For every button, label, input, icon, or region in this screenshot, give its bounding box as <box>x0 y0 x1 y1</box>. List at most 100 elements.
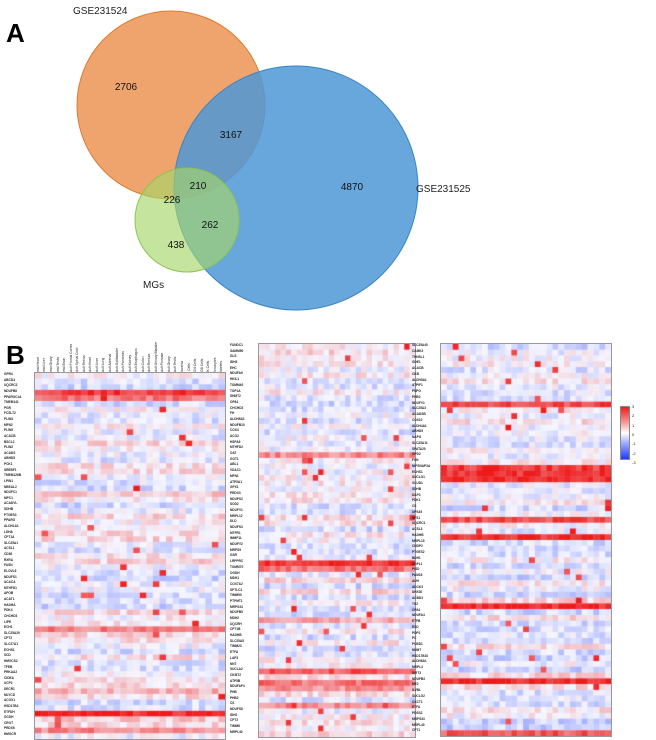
column-label: Adult Frontal Cortex <box>68 343 73 374</box>
gene-label: DAP3 <box>412 492 421 497</box>
gene-label: NDUFV1 <box>230 507 243 512</box>
gene-label: NIPSNAP3A <box>412 463 431 468</box>
heatmap-left-grid <box>34 372 226 740</box>
gene-label: ACO2 <box>230 434 239 438</box>
gene-label: DLD <box>230 519 237 524</box>
gene-label: DECR1 <box>4 687 15 691</box>
gene-label: CROT <box>4 720 14 725</box>
gene-label: EHC <box>230 365 237 370</box>
gene-label: ACADVL <box>4 501 18 506</box>
gene-label: BDH1 <box>412 555 421 560</box>
gene-label: FXN <box>412 458 419 462</box>
gene-label: COX7A2 <box>230 581 243 586</box>
gene-label: SPTLC2 <box>230 587 243 592</box>
gene-label: MTHFD2 <box>230 445 243 450</box>
column-label: Adult Adrenal <box>107 353 112 374</box>
gene-label: MDH2 <box>230 616 240 620</box>
gene-label: IMMP1L <box>230 536 243 541</box>
gene-label: IDH2 <box>230 712 238 717</box>
color-scale-ticks: 3 2 1 0 -1 -2 -3 <box>632 404 652 465</box>
column-label: Adult Urinary Bladder <box>153 341 158 374</box>
gene-label: COX10 <box>412 417 423 422</box>
venn-label-gse231524: GSE231524 <box>73 6 128 17</box>
gene-label: NFS1 <box>412 515 421 520</box>
gene-label: MRPS33 <box>412 716 425 721</box>
color-scale-tick: 2 <box>632 413 635 419</box>
gene-label: FUNDC1 <box>230 343 243 347</box>
venn-count-gse231524-gse231525: 3167 <box>220 130 243 141</box>
panel-b-label: B <box>6 340 25 370</box>
gene-label: UCP2 <box>4 681 13 686</box>
gene-label: ETFA <box>412 705 421 710</box>
gene-label: SLC25A1 <box>4 540 18 545</box>
gene-label: SHMT2 <box>230 394 241 399</box>
gene-label: LRPPRC <box>230 559 244 564</box>
gene-label: UQCRH <box>230 621 242 626</box>
gene-label: MRPL15 <box>412 538 425 543</box>
gene-label: NDUFS3 <box>230 525 243 529</box>
column-label: Adult Esophagus <box>134 348 139 374</box>
gene-label: LDHA <box>4 529 13 534</box>
color-scale-tick: -2 <box>632 450 636 456</box>
gene-label: FASN <box>4 563 13 568</box>
color-scale-tick: 3 <box>632 404 635 409</box>
gene-label: TFEB <box>4 664 13 669</box>
gene-label: TMEM126B <box>4 473 22 478</box>
color-scale-tick: -3 <box>632 460 636 465</box>
gene-label: GLS <box>230 354 237 359</box>
gene-label: ELOVL6 <box>4 568 17 573</box>
gene-label: CPT1 <box>412 728 421 733</box>
gene-label: GCDH <box>4 715 14 720</box>
gene-label: NDUFA9 <box>230 371 243 376</box>
gene-label: IDH3 <box>230 360 238 365</box>
gene-label: ATP5A1 <box>230 479 242 484</box>
gene-label: CNDP2 <box>412 544 423 549</box>
column-label: Adult Prostate <box>160 352 165 374</box>
gene-label: PGR <box>4 405 11 410</box>
gene-label: UQCRC2 <box>4 383 18 388</box>
gene-label: PRDX3 <box>230 490 241 495</box>
gene-label: COX4 <box>230 428 239 433</box>
gene-label: MFN2 <box>4 422 13 427</box>
gene-label: NBEAL2 <box>4 484 17 489</box>
gene-label: LAP3 <box>230 655 239 660</box>
gene-label: CPT1B <box>230 627 241 632</box>
gene-label: APOB <box>4 591 14 596</box>
gene-label: GLUD1 <box>412 481 423 485</box>
gene-label: PAM16 <box>412 573 423 577</box>
gene-label: ACADS <box>4 450 16 455</box>
gene-label: VDAC1 <box>230 468 241 473</box>
heatmap-right-grid <box>440 343 612 737</box>
gene-label: PTGES3 <box>4 512 17 517</box>
venn-label-gse231525: GSE231525 <box>416 184 471 195</box>
gene-label: CHCHD3 <box>4 613 18 618</box>
gene-label: SUCLG1 <box>412 475 425 480</box>
heatmap-middle-grid <box>258 343 416 738</box>
gene-label: SDHB <box>412 486 422 491</box>
color-scale-tick: 1 <box>632 422 635 428</box>
gene-label: NDUFC1 <box>4 490 17 495</box>
gene-label: SUCLA2 <box>230 667 243 672</box>
gene-label: ILVBL <box>412 688 421 692</box>
gene-label: PDK1 <box>412 498 421 503</box>
gene-label: GOT1 <box>230 456 239 461</box>
gene-label: SIRT3 <box>412 670 422 675</box>
gene-label: MDH1 <box>230 576 240 581</box>
venn-diagram: GSE231524 GSE231525 MGs 2706 3167 4870 2… <box>73 6 471 311</box>
gene-label: PDK4 <box>4 608 13 613</box>
venn-count-only-gse231525: 4870 <box>341 182 364 193</box>
gene-label: HSPA9 <box>230 439 241 444</box>
gene-label: SREBF1 <box>4 467 17 472</box>
gene-label: OPA1 <box>230 399 239 404</box>
gene-label: DHX30 <box>412 590 423 595</box>
gene-label: SUCLG2 <box>412 693 425 698</box>
gene-label: TIMM23 <box>230 644 242 649</box>
gene-label: PRDX6 <box>4 726 15 731</box>
gene-label: MRPS9 <box>230 547 241 552</box>
gene-label: SCD <box>4 653 11 658</box>
color-scale-bar <box>620 406 630 460</box>
gene-label: MPC1 <box>4 495 13 500</box>
gene-label: MRPL4 <box>412 665 423 669</box>
gene-label: CPT1A <box>4 535 15 540</box>
gene-label: CAMK2 <box>412 348 424 353</box>
